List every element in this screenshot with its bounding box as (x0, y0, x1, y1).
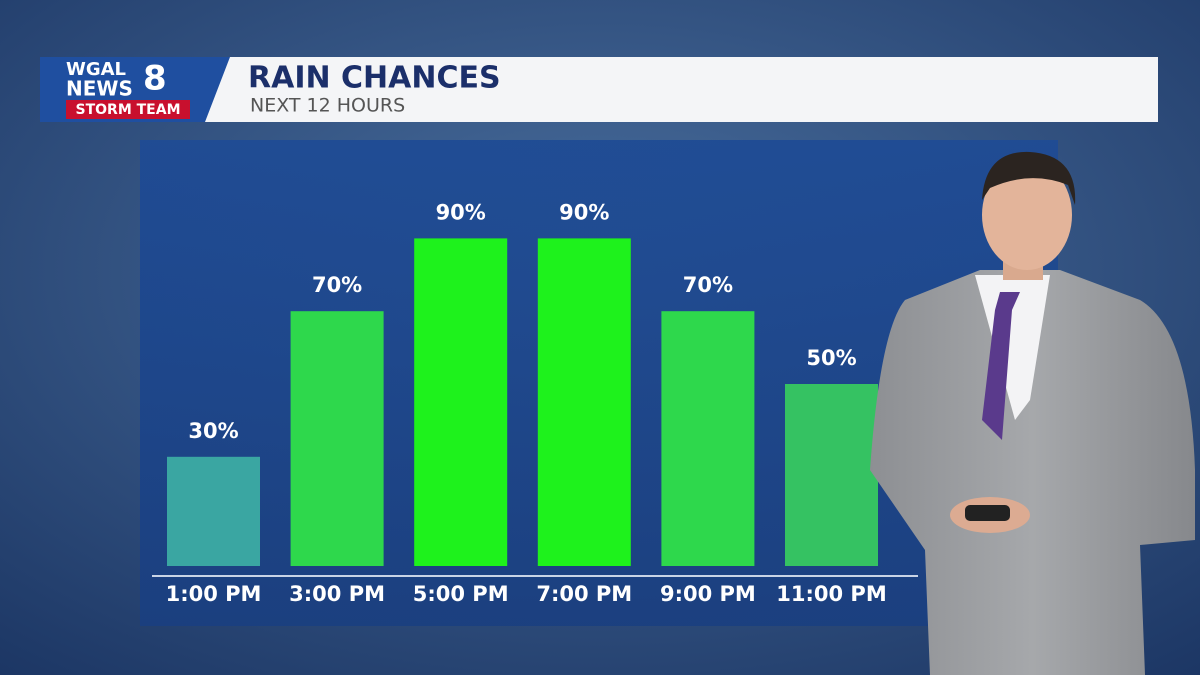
value-label: 70% (683, 273, 733, 297)
value-label: 90% (559, 200, 609, 224)
logo-text: NEWS (66, 77, 133, 101)
bar (167, 456, 260, 566)
logo-badge-text: STORM TEAM (76, 102, 181, 118)
value-label: 30% (188, 419, 238, 443)
x-tick-label: 3:00 PM (289, 582, 385, 606)
bar (661, 311, 755, 566)
bar (414, 238, 508, 566)
logo-badge (66, 100, 190, 119)
x-tick-label: 9:00 PM (660, 582, 756, 606)
x-tick-label: 7:00 PM (536, 582, 632, 606)
bar (290, 311, 384, 566)
chart-subtitle: NEXT 12 HOURS (250, 95, 405, 117)
bar (785, 384, 878, 566)
x-tick-label: 1:00 PM (166, 582, 262, 606)
x-tick-label: 11:00 PM (776, 582, 886, 606)
bars: 30% 1:00 PM 70% 3:00 PM 90% 5:00 PM 90% 7:00 PM… (166, 200, 887, 606)
presenter (870, 151, 1195, 675)
x-tick-label: 5:00 PM (413, 582, 509, 606)
logo-number: 8 (143, 59, 167, 99)
chart-title: RAIN CHANCES (248, 61, 501, 96)
value-label: 90% (436, 200, 486, 224)
logo-text: WGAL (66, 59, 126, 80)
bar (537, 238, 631, 566)
title-bar (205, 57, 1158, 122)
value-label: 70% (312, 273, 362, 297)
value-label: 50% (806, 346, 856, 370)
